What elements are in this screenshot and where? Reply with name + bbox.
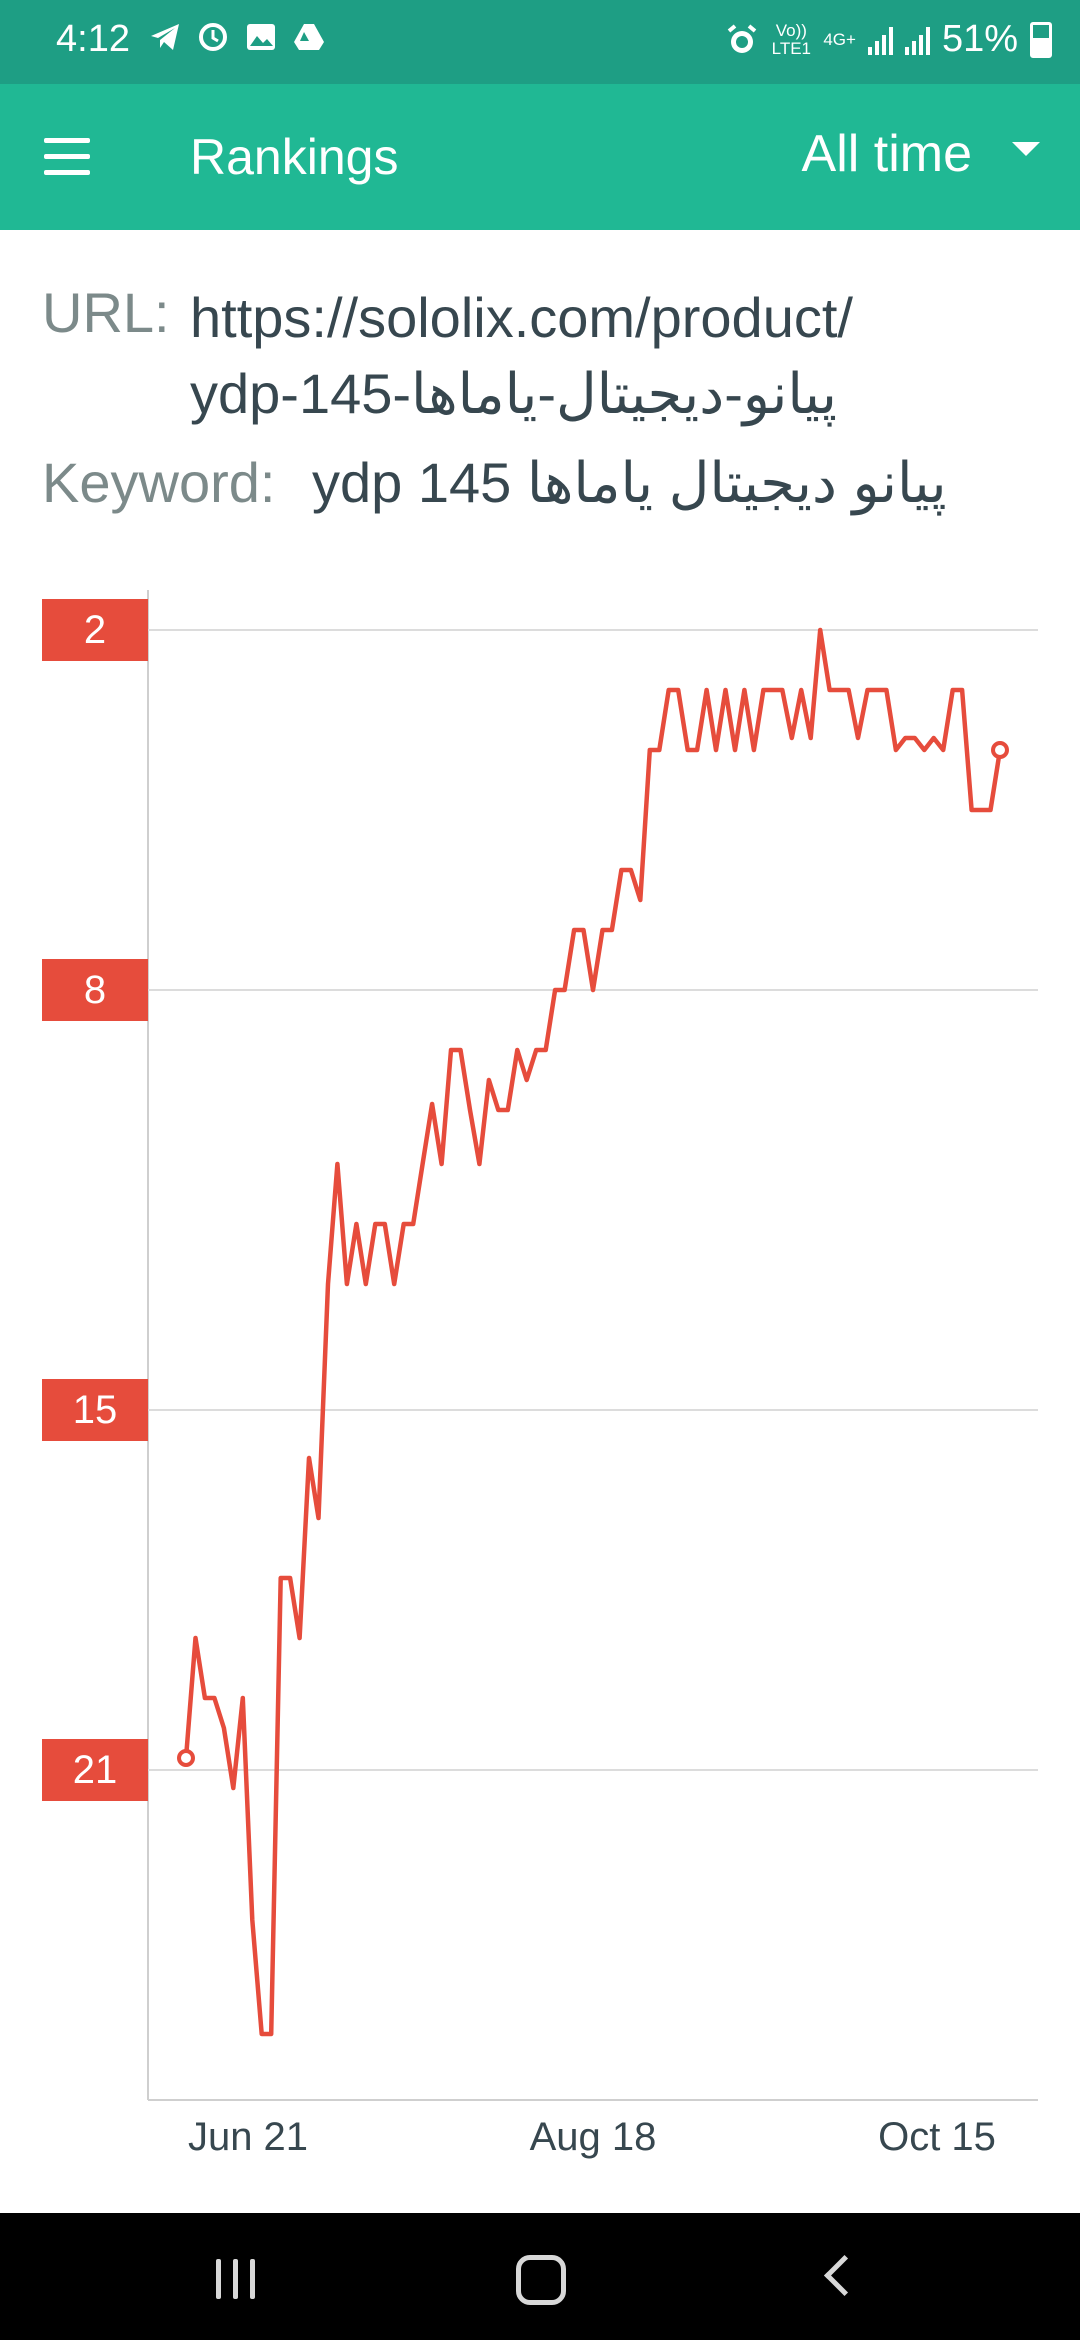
x-tick-label: Aug 18 <box>529 2115 657 2159</box>
y-tick-label: 21 <box>42 1739 148 1801</box>
menu-icon[interactable] <box>40 130 94 184</box>
signal-icon <box>867 25 893 55</box>
navigation-bar <box>0 2213 1080 2340</box>
series-end-point <box>991 741 1009 759</box>
keyword-label: Keyword: <box>42 451 276 514</box>
volte-indicator: Vo)) LTE1 <box>771 20 812 58</box>
url-value: https://sololix.com/product/ پیانو-دیجیت… <box>190 280 1070 432</box>
telegram-icon <box>151 24 179 50</box>
time-range-dropdown[interactable]: All time <box>802 124 1040 184</box>
back-button[interactable] <box>790 2239 900 2315</box>
series-start-point <box>177 1749 195 1767</box>
home-button[interactable] <box>484 2239 594 2315</box>
battery-percent: 51% <box>941 18 1018 60</box>
gallery-icon <box>247 24 275 50</box>
page-title: Rankings <box>190 129 399 185</box>
y-tick-label: 8 <box>42 959 148 1021</box>
status-right-icons: Vo)) LTE1 4G+ 51% <box>725 18 1052 61</box>
chevron-down-icon <box>1012 142 1040 156</box>
url-label: URL: <box>42 281 170 344</box>
x-tick-label: Oct 15 <box>878 2115 996 2159</box>
network-indicator: 4G+ <box>823 29 856 49</box>
x-tick-label: Jun 21 <box>187 2115 309 2159</box>
battery-icon <box>1030 21 1052 58</box>
time-range-label: All time <box>801 125 972 183</box>
keyword-value: پیانو دیجیتال یاماها ydp 145 <box>312 451 947 514</box>
recent-apps-icon <box>216 2259 255 2299</box>
ranking-series-line <box>183 627 1003 2037</box>
signal-2-icon <box>904 25 930 55</box>
recent-apps-button[interactable] <box>180 2239 290 2315</box>
status-left-icons <box>148 20 326 54</box>
y-tick-label: 15 <box>42 1379 148 1441</box>
app-bar: Rankings All time <box>0 84 1080 230</box>
drive-icon <box>294 24 324 50</box>
status-time: 4:12 <box>56 18 130 60</box>
alarm-icon <box>728 23 757 53</box>
back-icon <box>823 2254 866 2297</box>
url-line-1: https://sololix.com/product/ <box>190 286 853 349</box>
status-bar: 4:12 Vo)) LTE1 4G+ 51% <box>0 0 1080 84</box>
sync-icon <box>199 23 227 51</box>
url-line-2: پیانو-دیجیتال-یاماها-ydp-145 <box>190 362 837 425</box>
home-icon <box>516 2255 566 2305</box>
y-tick-label: 2 <box>42 599 148 661</box>
